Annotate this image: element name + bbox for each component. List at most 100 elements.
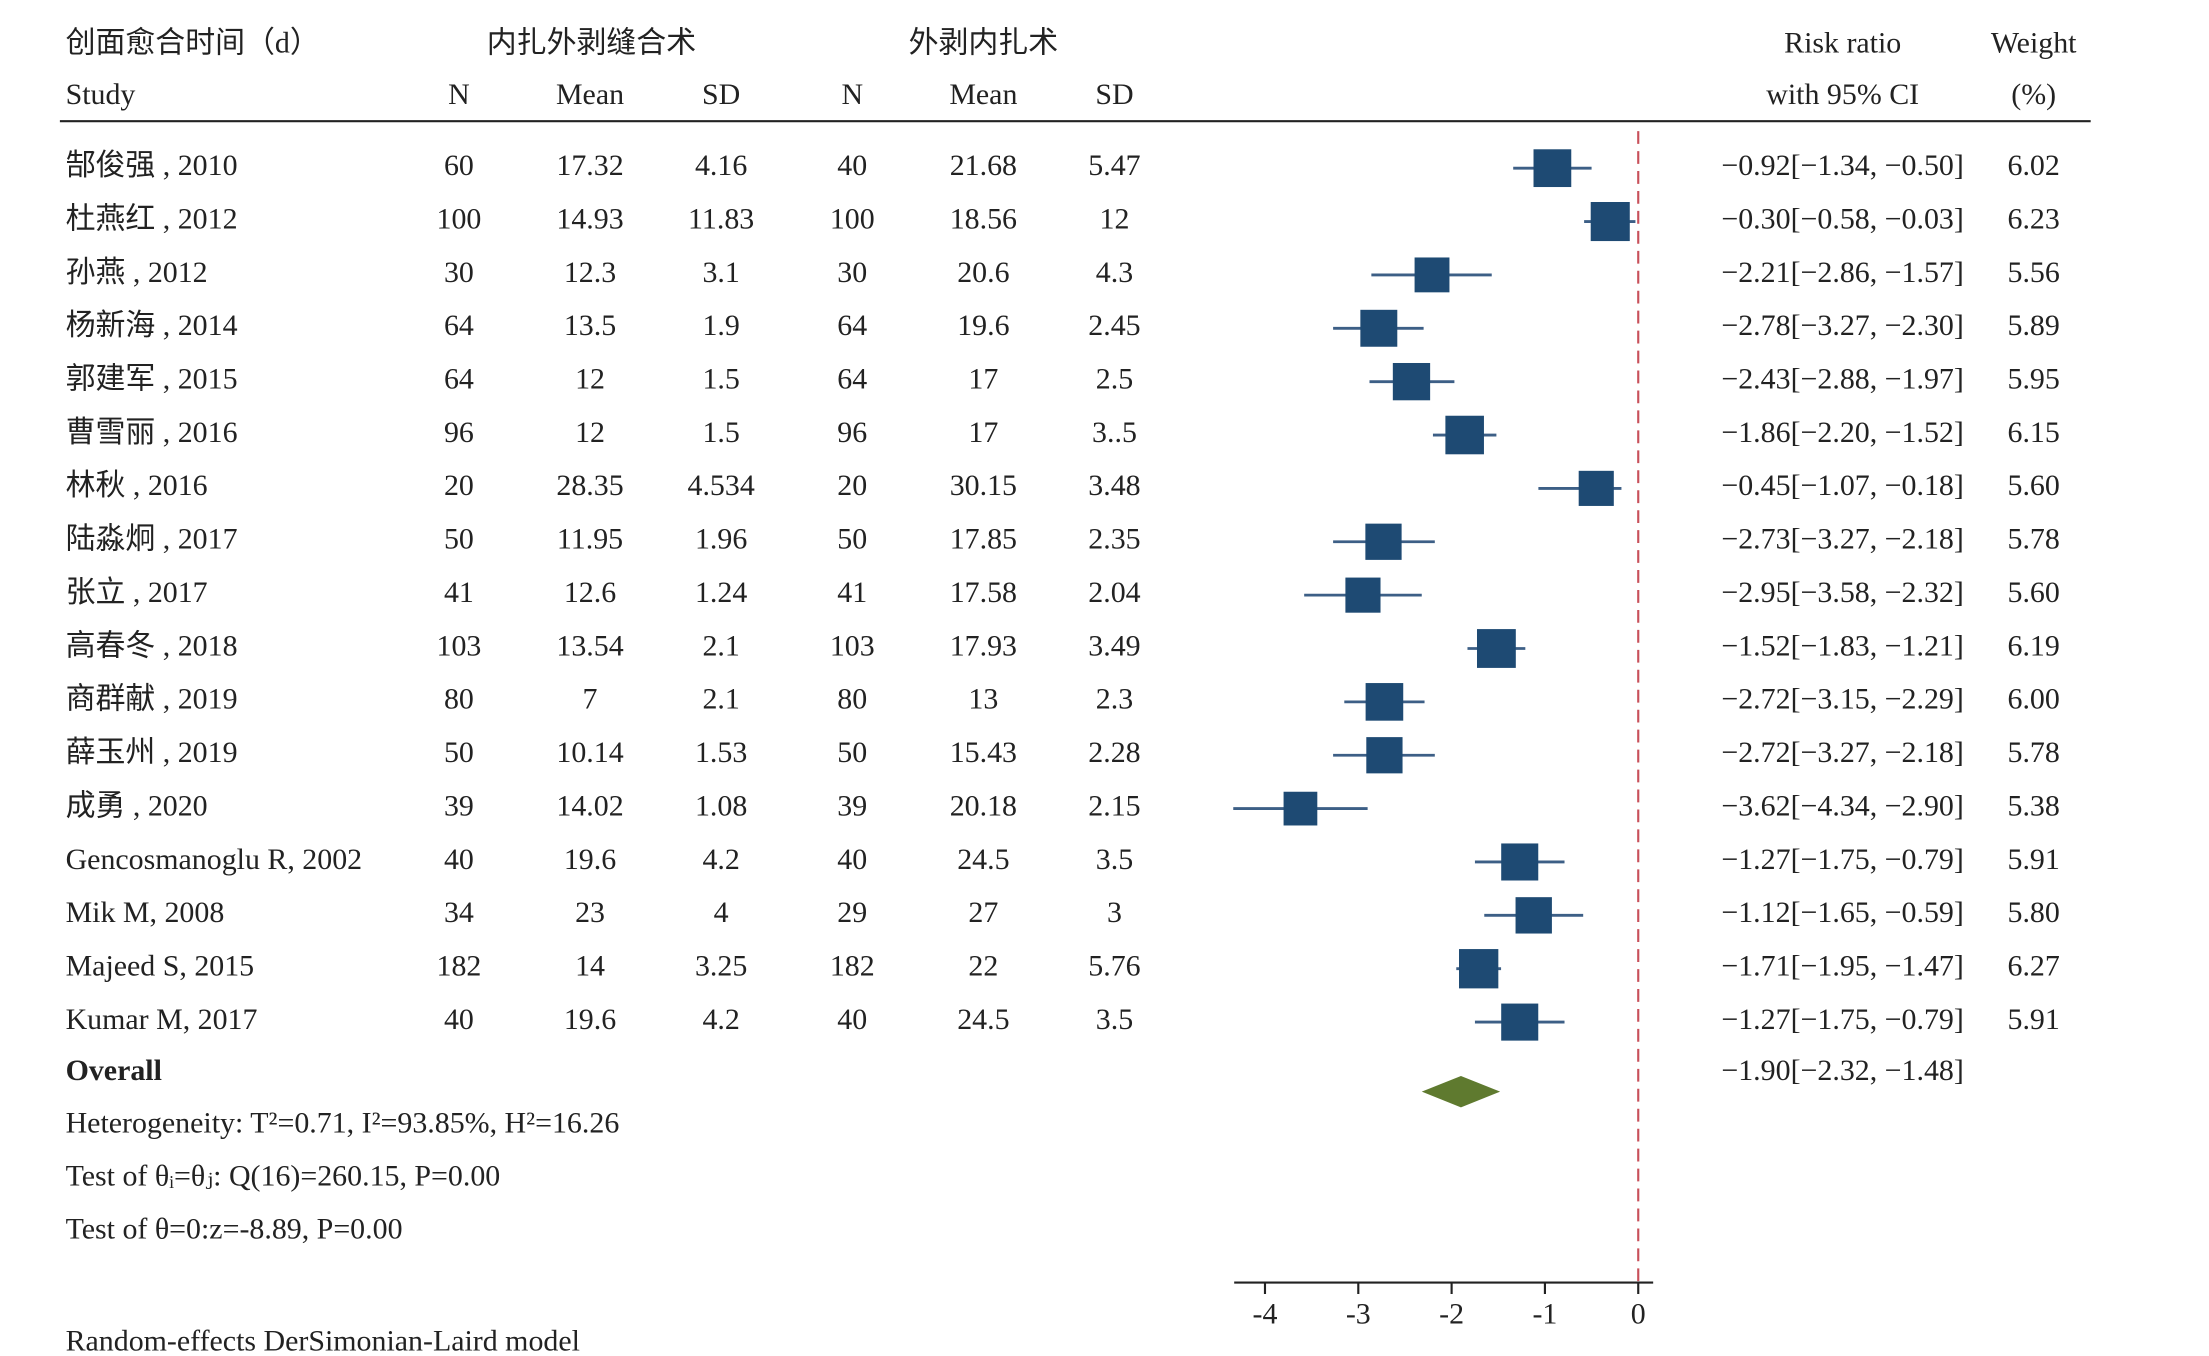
table-cell: 23 xyxy=(575,896,605,929)
group1-header: 内扎外剥缝合术 xyxy=(487,26,696,59)
table-cell: 3..5 xyxy=(1092,416,1137,449)
table-cell: 11.95 xyxy=(557,523,623,556)
study-name: Kumar M, 2017 xyxy=(66,1003,258,1036)
table-cell: 182 xyxy=(830,950,875,983)
table-cell: 103 xyxy=(436,629,481,662)
table-cell: 22 xyxy=(968,950,998,983)
ci-label: −1.71[−1.95, −1.47] xyxy=(1721,950,1963,983)
ci-label: −2.72[−3.15, −2.29] xyxy=(1721,683,1963,716)
weight-label: 5.95 xyxy=(2008,363,2060,396)
ci-label: −0.45[−1.07, −0.18] xyxy=(1721,469,1963,502)
ci-label: −2.21[−2.86, −1.57] xyxy=(1721,256,1963,289)
effect-box xyxy=(1414,257,1450,293)
table-cell: 2.04 xyxy=(1088,576,1140,609)
column-header: SD xyxy=(1095,78,1133,111)
weight-label: 5.60 xyxy=(2008,576,2060,609)
table-cell: 100 xyxy=(830,202,875,235)
ci-label: −3.62[−4.34, −2.90] xyxy=(1721,789,1963,822)
weight-label: 5.78 xyxy=(2008,523,2060,556)
table-cell: 64 xyxy=(444,309,474,342)
study-name: 薛玉州 , 2019 xyxy=(66,736,238,769)
weight-label: 5.91 xyxy=(2008,843,2060,876)
study-name: 陆淼炯 , 2017 xyxy=(66,523,238,556)
effect-box xyxy=(1476,629,1516,668)
effect-box xyxy=(1590,202,1630,242)
table-cell: 12.6 xyxy=(564,576,616,609)
weight-label: 5.56 xyxy=(2008,256,2060,289)
ci-label: −2.72[−3.27, −2.18] xyxy=(1721,736,1963,769)
table-cell: 28.35 xyxy=(556,469,623,502)
table-cell: 80 xyxy=(444,683,474,716)
effect-box xyxy=(1533,149,1572,188)
effect-box xyxy=(1360,309,1398,347)
effect-box xyxy=(1578,470,1614,506)
table-cell: 29 xyxy=(837,896,867,929)
table-cell: 24.5 xyxy=(957,843,1009,876)
table-cell: 1.5 xyxy=(702,363,739,396)
table-cell: 20.6 xyxy=(957,256,1009,289)
weight-label: 5.89 xyxy=(2008,309,2060,342)
table-cell: 3.48 xyxy=(1088,469,1140,502)
ci-label: −0.30[−0.58, −0.03] xyxy=(1721,202,1963,235)
table-cell: 3.5 xyxy=(1096,843,1133,876)
effect-box xyxy=(1365,683,1404,721)
table-cell: 13.5 xyxy=(564,309,616,342)
weight-label: 5.80 xyxy=(2008,896,2060,929)
table-cell: 40 xyxy=(837,149,867,182)
table-cell: 1.53 xyxy=(695,736,747,769)
table-cell: 12 xyxy=(575,363,605,396)
table-cell: 40 xyxy=(444,1003,474,1036)
weight-label: 6.00 xyxy=(2008,683,2060,716)
effect-box xyxy=(1283,791,1318,826)
note: Heterogeneity: T²=0.71, I²=93.85%, H²=16… xyxy=(66,1107,620,1140)
x-tick-label: -3 xyxy=(1346,1298,1371,1331)
note: Test of θ=0:z=-8.89, P=0.00 xyxy=(66,1213,403,1246)
table-cell: 11.83 xyxy=(688,202,754,235)
study-name: 张立 , 2017 xyxy=(66,576,208,609)
x-tick-label: 0 xyxy=(1631,1298,1646,1331)
table-cell: 3.49 xyxy=(1088,629,1140,662)
study-name: 杨新海 , 2014 xyxy=(66,309,238,342)
effect-box xyxy=(1345,577,1381,613)
table-cell: 40 xyxy=(837,843,867,876)
table-cell: 17.85 xyxy=(950,523,1017,556)
table-cell: 1.5 xyxy=(702,416,739,449)
footer: Random-effects DerSimonian-Laird model xyxy=(66,1325,580,1356)
table-cell: 50 xyxy=(837,736,867,769)
weight-label: 5.78 xyxy=(2008,736,2060,769)
table-cell: 20 xyxy=(837,469,867,502)
table-cell: 34 xyxy=(444,896,474,929)
x-tick-label: -4 xyxy=(1253,1298,1278,1331)
table-cell: 4.2 xyxy=(702,1003,739,1036)
table-cell: 2.45 xyxy=(1088,309,1140,342)
study-name: 杜燕红 , 2012 xyxy=(66,202,238,235)
table-cell: 19.6 xyxy=(564,843,616,876)
table-cell: 10.14 xyxy=(556,736,623,769)
ci-label: −1.27[−1.75, −0.79] xyxy=(1721,843,1963,876)
effect-subheader: with 95% CI xyxy=(1766,78,1919,111)
table-cell: 40 xyxy=(444,843,474,876)
table-cell: 15.43 xyxy=(950,736,1017,769)
study-name: Mik M, 2008 xyxy=(66,896,225,929)
table-cell: 12.3 xyxy=(564,256,616,289)
table-cell: 100 xyxy=(436,202,481,235)
table-cell: 64 xyxy=(837,363,867,396)
table-cell: 3 xyxy=(1107,896,1122,929)
weight-label: 6.19 xyxy=(2008,629,2060,662)
effect-box xyxy=(1366,737,1403,774)
study-name: 郜俊强 , 2010 xyxy=(66,149,238,182)
table-cell: 1.24 xyxy=(695,576,747,609)
table-cell: 4 xyxy=(714,896,729,929)
column-header: Mean xyxy=(949,78,1017,111)
note: Test of θᵢ=θⱼ: Q(16)=260.15, P=0.00 xyxy=(66,1160,501,1193)
weight-label: 5.38 xyxy=(2008,789,2060,822)
table-cell: 14.02 xyxy=(556,789,623,822)
table-cell: 7 xyxy=(583,683,598,716)
column-header: N xyxy=(841,78,863,111)
table-cell: 30 xyxy=(837,256,867,289)
table-cell: 4.16 xyxy=(695,149,747,182)
table-cell: 1.9 xyxy=(702,309,739,342)
effect-box xyxy=(1365,523,1402,560)
table-cell: 2.1 xyxy=(702,683,739,716)
